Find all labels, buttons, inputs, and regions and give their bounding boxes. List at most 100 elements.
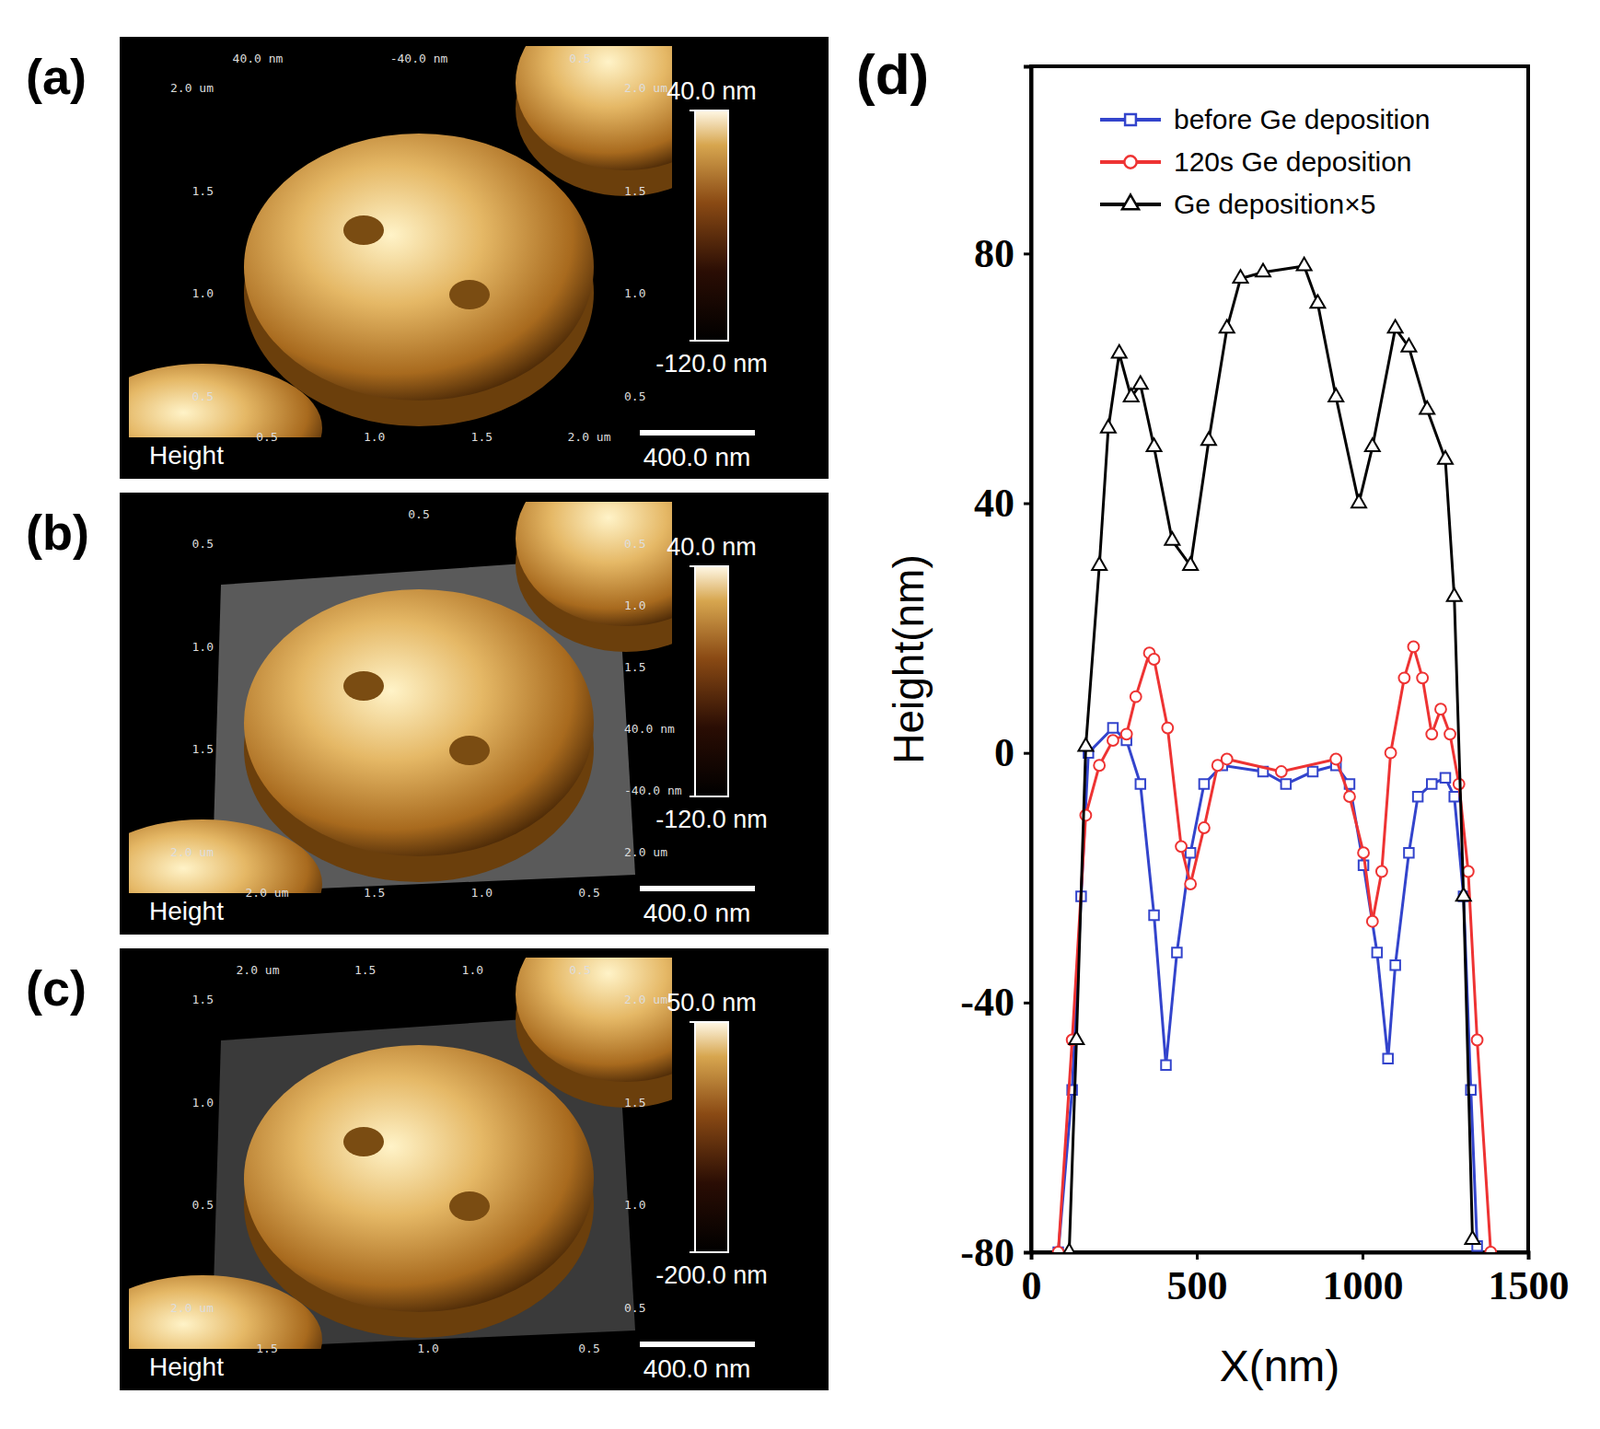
series-line <box>1068 266 1473 1253</box>
colorbar-label: 50.0 nm <box>666 988 757 1017</box>
frame-label: 0.5 <box>624 536 646 551</box>
afm-image <box>128 46 673 438</box>
colorbar <box>695 1021 729 1253</box>
series-marker <box>1401 338 1416 352</box>
disk-top <box>128 1275 323 1349</box>
series-marker <box>1147 438 1162 452</box>
y-tick-label: -40 <box>960 979 1015 1025</box>
frame-label: 1.0 <box>624 598 646 613</box>
colorbar-tick <box>689 1020 696 1023</box>
y-tick-mark <box>1023 502 1032 506</box>
series-marker <box>1413 791 1423 801</box>
frame-label: 1.5 <box>624 184 646 198</box>
series-marker <box>1184 878 1196 890</box>
legend-marker <box>1122 195 1139 210</box>
y-tick-label: 40 <box>973 480 1015 526</box>
series-marker <box>1160 1059 1171 1069</box>
series-marker <box>1408 641 1420 653</box>
legend-label: Ge deposition×5 <box>1173 188 1376 220</box>
colorbar-label: 40.0 nm <box>666 77 757 105</box>
frame-label: 1.0 <box>192 639 214 654</box>
series-marker <box>1161 722 1173 734</box>
colorbar-tick <box>689 1251 696 1253</box>
legend: before Ge deposition120s Ge depositionGe… <box>1100 104 1431 220</box>
series-marker <box>1175 840 1187 852</box>
series-marker <box>1462 866 1474 878</box>
disk-top <box>128 819 323 893</box>
afm-panel: 1.51.00.52.0 um2.0 um1.51.00.51.51.00.52… <box>82 906 829 1429</box>
colorbar-tick <box>689 109 696 112</box>
y-tick: -80 <box>960 1229 1032 1276</box>
colorbar <box>695 566 729 797</box>
pit <box>449 735 490 766</box>
frame-label: 1.0 <box>417 1341 439 1356</box>
series-marker <box>1068 1031 1084 1044</box>
series-marker <box>1472 1034 1484 1046</box>
series-marker <box>1330 753 1342 766</box>
series-marker <box>1419 401 1435 415</box>
pit <box>449 279 490 310</box>
y-tick-mark <box>1023 1001 1032 1005</box>
frame-label: 0.5 <box>192 1197 214 1212</box>
frame-label: 2.0 um <box>624 845 668 859</box>
series-marker <box>1382 1054 1392 1064</box>
scale-bar <box>639 885 755 892</box>
frame-label: 1.0 <box>462 962 484 977</box>
x-axis-title: X(nm) <box>1219 1341 1341 1391</box>
frame-label: 0.5 <box>624 389 646 404</box>
colorbar-tick <box>689 565 696 568</box>
pit <box>343 1126 384 1157</box>
pit <box>343 671 384 701</box>
series-marker <box>1148 910 1159 920</box>
series-marker <box>1465 1230 1481 1244</box>
colorbar-label: 40.0 nm <box>666 533 757 561</box>
series-marker <box>1101 419 1116 433</box>
frame-label: 1.5 <box>624 660 646 674</box>
scale-bar <box>639 1341 755 1347</box>
series-marker <box>1435 703 1447 715</box>
series-marker <box>1385 747 1397 759</box>
series-marker <box>1219 320 1235 334</box>
frame-label: 0.5 <box>192 536 214 551</box>
series-marker <box>1124 388 1139 402</box>
frame-label: -40.0 nm <box>390 51 449 66</box>
x-tick-mark <box>1361 1252 1365 1260</box>
series-marker <box>1053 1246 1065 1253</box>
frame-label: 0.5 <box>578 1341 600 1356</box>
series-marker <box>1108 722 1118 732</box>
frame-label: 2.0 um <box>245 885 290 900</box>
series-marker <box>1233 269 1249 283</box>
series-marker <box>1078 738 1093 752</box>
scale-bar <box>639 429 755 436</box>
plot-frame <box>1031 66 1529 1253</box>
series-marker <box>1456 887 1472 901</box>
y-tick: 40 <box>973 480 1032 526</box>
y-axis-title: Height(nm) <box>884 554 933 765</box>
frame-label: 1.0 <box>624 286 646 301</box>
colorbar-tick <box>689 795 696 798</box>
series-marker <box>1297 257 1312 271</box>
channel-label: Height <box>149 896 224 926</box>
frame-label: 1.0 <box>192 1095 214 1110</box>
panel-letter: (b) <box>25 504 90 560</box>
series-marker <box>1403 847 1414 858</box>
frame-label: 0.5 <box>407 507 429 522</box>
legend-marker <box>1124 155 1137 168</box>
frame-label: 2.0 um <box>236 962 280 977</box>
series-marker <box>1079 810 1091 822</box>
y-tick-mark <box>1023 252 1032 256</box>
disk-top <box>128 363 323 438</box>
y-tick-label: -80 <box>960 1229 1015 1276</box>
series-marker <box>1449 791 1459 801</box>
disk-top <box>515 46 673 171</box>
y-tick-label: 0 <box>994 730 1015 776</box>
frame-label: 1.0 <box>363 429 385 444</box>
afm-image <box>128 957 673 1349</box>
series-marker <box>1198 822 1210 834</box>
series-marker <box>1416 672 1428 684</box>
frame-label: 1.0 <box>192 286 214 301</box>
frame-label: 0.5 <box>578 885 600 900</box>
x-tick: 500 <box>1167 1252 1229 1309</box>
frame-label: 40.0 nm <box>232 51 284 66</box>
panel-letter: (c) <box>25 960 87 1016</box>
